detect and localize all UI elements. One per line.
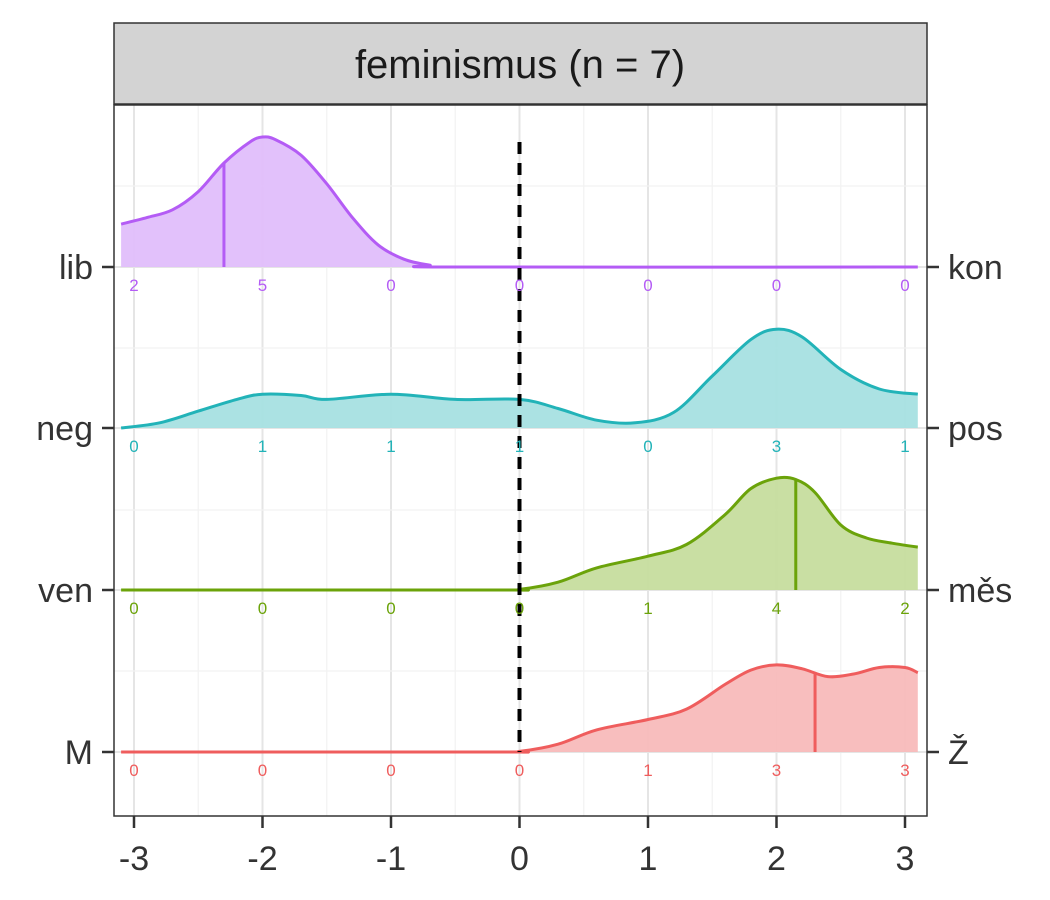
count-label: 5 <box>258 276 267 295</box>
y-label-right: měs <box>948 572 1012 610</box>
facet-strip <box>113 22 928 105</box>
count-label: 1 <box>386 437 395 456</box>
count-label: 3 <box>772 437 781 456</box>
count-label: 0 <box>515 599 524 618</box>
x-tick-label: -1 <box>376 840 406 878</box>
count-label: 0 <box>258 761 267 780</box>
count-label: 0 <box>772 276 781 295</box>
y-label-right: pos <box>948 410 1003 448</box>
x-tick-label: -3 <box>119 840 149 878</box>
count-label: 0 <box>386 599 395 618</box>
count-label: 1 <box>515 437 524 456</box>
y-label-left: neg <box>36 410 93 448</box>
count-label: 1 <box>900 437 909 456</box>
count-label: 0 <box>900 276 909 295</box>
count-label: 0 <box>386 276 395 295</box>
count-label: 0 <box>515 761 524 780</box>
count-label: 0 <box>386 761 395 780</box>
count-label: 1 <box>643 761 652 780</box>
density-area-lib <box>121 136 918 268</box>
count-label: 1 <box>258 437 267 456</box>
count-label: 1 <box>643 599 652 618</box>
y-label-right: Ž <box>948 734 969 772</box>
count-label: 3 <box>772 761 781 780</box>
count-label: 0 <box>515 276 524 295</box>
count-label: 0 <box>129 761 138 780</box>
count-labels: 2 5 0 0 0 0 0 0 1 1 1 0 3 1 0 0 0 0 1 4 2 0 0 0 0 1 3 3 <box>129 276 909 780</box>
count-label: 0 <box>643 437 652 456</box>
x-tick-label: 1 <box>639 840 658 878</box>
density-area-ven <box>121 477 918 591</box>
count-label: 0 <box>643 276 652 295</box>
x-tick-label: 2 <box>767 840 786 878</box>
chart-title: feminismus (n = 7) <box>355 43 685 87</box>
x-tick-label: 0 <box>510 840 529 878</box>
y-label-left: M <box>65 734 93 772</box>
count-label: 4 <box>772 599 781 618</box>
y-label-right: kon <box>948 249 1003 287</box>
y-label-left: ven <box>38 572 93 610</box>
x-tick-label: -2 <box>247 840 277 878</box>
density-area-neg <box>121 329 918 428</box>
count-label: 2 <box>900 599 909 618</box>
count-label: 2 <box>129 276 138 295</box>
axes: lib kon neg pos ven měs M Ž -3 -2 -1 0 1 2 3 <box>36 249 1012 878</box>
density-area-M <box>121 664 918 753</box>
density-curve-ven <box>121 475 919 592</box>
x-tick-label: 3 <box>896 840 915 878</box>
density-curve-M <box>121 663 919 754</box>
y-label-left: lib <box>59 249 93 287</box>
density-curve-lib <box>120 135 918 269</box>
series-layer <box>120 135 919 754</box>
density-curve-neg <box>120 327 919 430</box>
count-label: 3 <box>900 761 909 780</box>
count-label: 0 <box>129 437 138 456</box>
count-label: 0 <box>129 599 138 618</box>
count-label: 0 <box>258 599 267 618</box>
